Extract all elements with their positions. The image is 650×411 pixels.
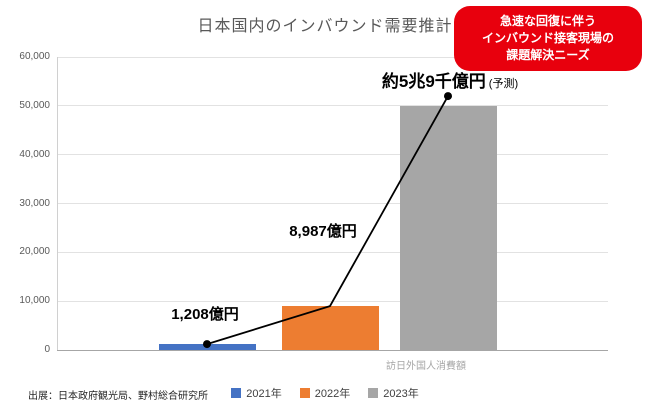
legend-swatch-2021 <box>231 388 242 398</box>
callout-line-3: 課題解決ニーズ <box>506 48 590 63</box>
callout-line-1: 急速な回復に伴う <box>499 14 596 28</box>
source-note: 出展：日本政府観光局、野村総合研究所 <box>28 391 208 402</box>
y-axis-line <box>57 57 58 350</box>
x-axis-line <box>57 350 608 351</box>
gridline <box>57 105 608 107</box>
callout-line-2: インバウンド接客現場の <box>481 31 614 46</box>
legend-label-2023: 2023年 <box>383 388 419 400</box>
y-tick-label: 0 <box>44 344 50 355</box>
legend-label-2022: 2022年 <box>314 388 351 400</box>
callout-badge: 急速な回復に伴う インバウンド接客現場の 課題解決ニーズ <box>454 6 642 72</box>
value-label-2023-text: 約5兆9千億円 <box>381 72 486 91</box>
y-tick-label: 20,000 <box>19 246 50 258</box>
y-tick-label: 50,000 <box>19 99 50 111</box>
gridline <box>57 300 608 302</box>
legend-label-2021: 2021年 <box>246 388 282 400</box>
chart-title: 日本国内のインバウンド需要推計 <box>197 18 453 35</box>
chart-legend: 2021年 2022年 2023年 <box>0 385 650 401</box>
legend-item-2023: 2023年 <box>368 385 419 401</box>
legend-swatch-2022 <box>299 388 310 398</box>
gridline <box>57 154 608 156</box>
forecast-suffix: (予測) <box>488 78 519 90</box>
bar-2022年 <box>281 306 379 350</box>
bar-2023年 <box>399 105 497 350</box>
legend-item-2022: 2022年 <box>299 385 351 401</box>
bar-2021年 <box>158 344 256 350</box>
gridline <box>57 56 608 58</box>
gridline <box>57 203 608 204</box>
value-label-2021: 1,208億円 <box>171 306 239 323</box>
legend-item-2021: 2021年 <box>231 385 282 401</box>
x-axis-label: 訪日外国人消費額 <box>386 361 466 372</box>
legend-swatch-2023 <box>368 388 379 398</box>
y-tick-label: 10,000 <box>19 295 50 307</box>
y-tick-label: 60,000 <box>19 51 50 62</box>
gridline <box>57 251 608 253</box>
value-label-2023: 約5兆9千億円 (予測) <box>345 67 555 92</box>
y-tick-label: 40,000 <box>19 148 50 160</box>
value-label-2022: 8,987億円 <box>289 223 357 240</box>
y-tick-label: 30,000 <box>19 197 50 209</box>
